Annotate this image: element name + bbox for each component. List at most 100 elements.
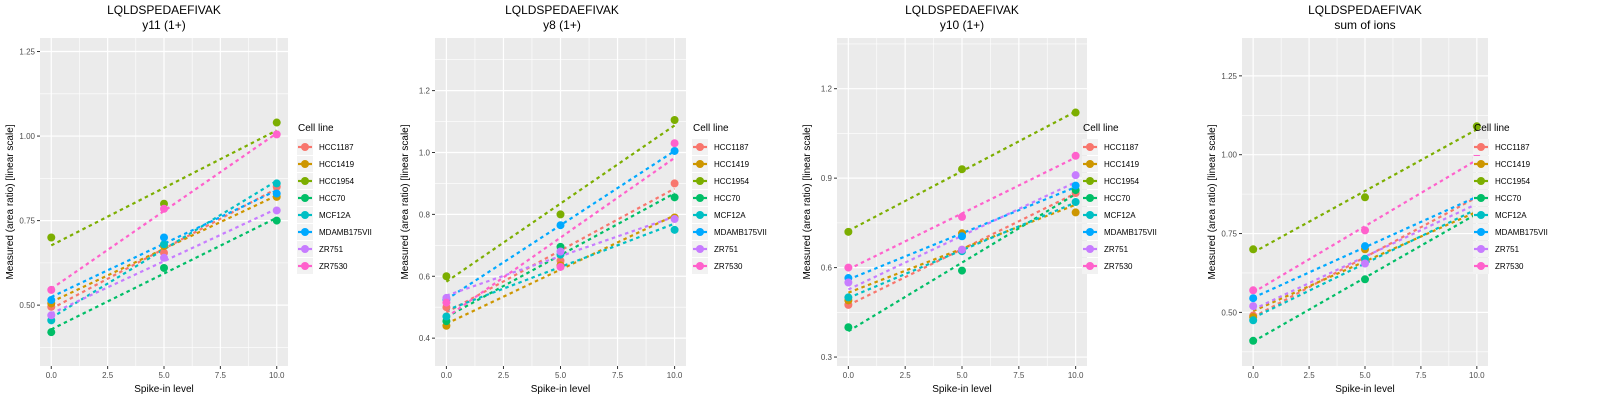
legend-key-point [301,143,309,151]
legend-item: HCC1419 [1473,156,1531,172]
y-tick-label: 0.9 [821,174,833,183]
legend-item: HCC70 [1473,190,1522,206]
x-tick-label: 10.0 [667,371,683,380]
legend-label: ZR7530 [319,262,348,271]
legend-label: HCC70 [714,194,741,203]
data-point-mcf12a [160,240,168,249]
legend: Cell line HCC1187 HCC1419 HCC1954 HCC70 MCF12… [297,123,372,274]
data-point-mdamb175vii [556,221,565,230]
fit-line-hcc1187 [445,187,676,314]
legend: Cell line HCC1187 HCC1419 HCC1954 HCC70 MCF12… [1082,123,1157,274]
legend-key-point [696,262,704,270]
x-axis-label: Spike-in level [1335,384,1394,395]
legend-key-point [696,177,704,185]
x-tick-label: 0.0 [843,371,855,380]
legend-key-point [1086,262,1094,270]
legend-label: MCF12A [714,211,746,220]
chart-panel-4: 0.0 2.5 5.0 7.5 10.0 0.50 0.75 1.00 1.25 LQLDSPED… [1207,3,1548,395]
x-tick-label: 5.0 [956,371,968,380]
legend-label: HCC1954 [319,177,355,186]
y-tick-label: 0.6 [419,272,431,281]
legend-label: HCC1419 [714,160,750,169]
legend-label: HCC1419 [1104,160,1140,169]
legend-item: ZR7530 [297,258,348,274]
y-tick-label: 1.00 [19,132,35,141]
chart-subtitle: y10 (1+) [940,18,984,32]
data-point-zr751 [958,245,966,254]
legend-item: MCF12A [1473,207,1527,223]
legend-key-point [301,177,309,185]
legend-key-point [301,245,309,253]
data-point-zr7530 [670,139,679,148]
legend-label: HCC70 [319,194,346,203]
data-point-zr7530 [1249,286,1258,295]
y-tick-label: 0.50 [19,301,35,310]
data-point-hcc70 [844,323,853,332]
data-point-mdamb175vii [1361,242,1369,251]
data-point-mdamb175vii [47,296,56,305]
y-tick-label: 0.8 [419,210,431,219]
data-point-hcc1954 [958,165,966,174]
fit-line-zr751 [1252,202,1478,311]
data-point-mcf12a [1071,198,1080,206]
legend-item: ZR751 [297,241,344,257]
legend-item: HCC1419 [1082,156,1140,172]
legend-item: MCF12A [297,207,351,223]
legend-label: MCF12A [1104,211,1136,220]
data-point-zr751 [670,215,679,224]
legend-item: MCF12A [1082,207,1136,223]
data-point-zr7530 [160,204,168,213]
legend-key-point [1477,211,1485,219]
legend-key-point [696,211,704,219]
legend-label: HCC70 [1104,194,1131,203]
legend-key-point [1477,177,1485,185]
fit-line-mcf12a [50,179,278,319]
legend-key-point [696,160,704,168]
legend: Cell line HCC1187 HCC1419 HCC1954 HCC70 MCF12… [692,123,767,274]
legend-key-point [301,194,309,202]
legend-key-point [301,228,309,236]
data-point-zr7530 [556,262,565,271]
legend-item: ZR751 [1082,241,1129,257]
legend-label: HCC1419 [1495,160,1531,169]
legend-label: MDAMB175VII [1104,228,1157,237]
legend-item: MDAMB175VII [297,224,372,240]
data-point-zr7530 [1071,151,1080,160]
x-axis-label: Spike-in level [134,384,193,395]
data-point-hcc70 [160,263,168,272]
data-point-zr751 [1361,259,1369,268]
data-point-hcc70 [958,266,966,275]
data-point-mdamb175vii [958,232,966,241]
data-point-zr751 [1071,171,1080,180]
data-point-hcc70 [272,216,281,225]
legend-item: ZR751 [692,241,739,257]
legend-title: Cell line [1083,123,1119,134]
legend-title: Cell line [298,123,334,134]
chart-subtitle: y11 (1+) [142,18,185,32]
legend-key-point [1477,262,1485,270]
legend-key-point [1086,211,1094,219]
legend-key-point [1086,160,1094,168]
data-point-hcc1954 [844,227,853,236]
x-tick-label: 2.5 [900,371,912,380]
data-point-mcf12a [1249,316,1258,325]
legend-item: HCC1187 [297,139,354,155]
y-axis-label: Measured (area ratio) [linear scale] [400,124,411,279]
data-point-hcc1954 [47,233,56,242]
legend-key-point [1477,245,1485,253]
y-tick-label: 1.25 [19,48,35,57]
x-axis-label: Spike-in level [932,384,991,395]
data-point-mdamb175vii [1071,181,1080,190]
legend-key-point [1086,143,1094,151]
legend-key-point [696,245,704,253]
legend-label: ZR751 [1104,245,1129,254]
x-tick-label: 7.5 [1013,371,1025,380]
legend-title: Cell line [1474,123,1510,134]
data-point-hcc70 [1249,336,1258,345]
data-point-zr7530 [442,298,451,307]
chart-panel-1: 0.0 2.5 5.0 7.5 10.0 0.50 0.75 1.00 1.25 LQLDSPED… [5,3,372,395]
chart-title: LQLDSPEDAEFIVAK [505,3,619,17]
legend-item: HCC1954 [1082,173,1140,189]
legend-label: HCC1419 [319,160,355,169]
data-point-mcf12a [442,312,451,321]
